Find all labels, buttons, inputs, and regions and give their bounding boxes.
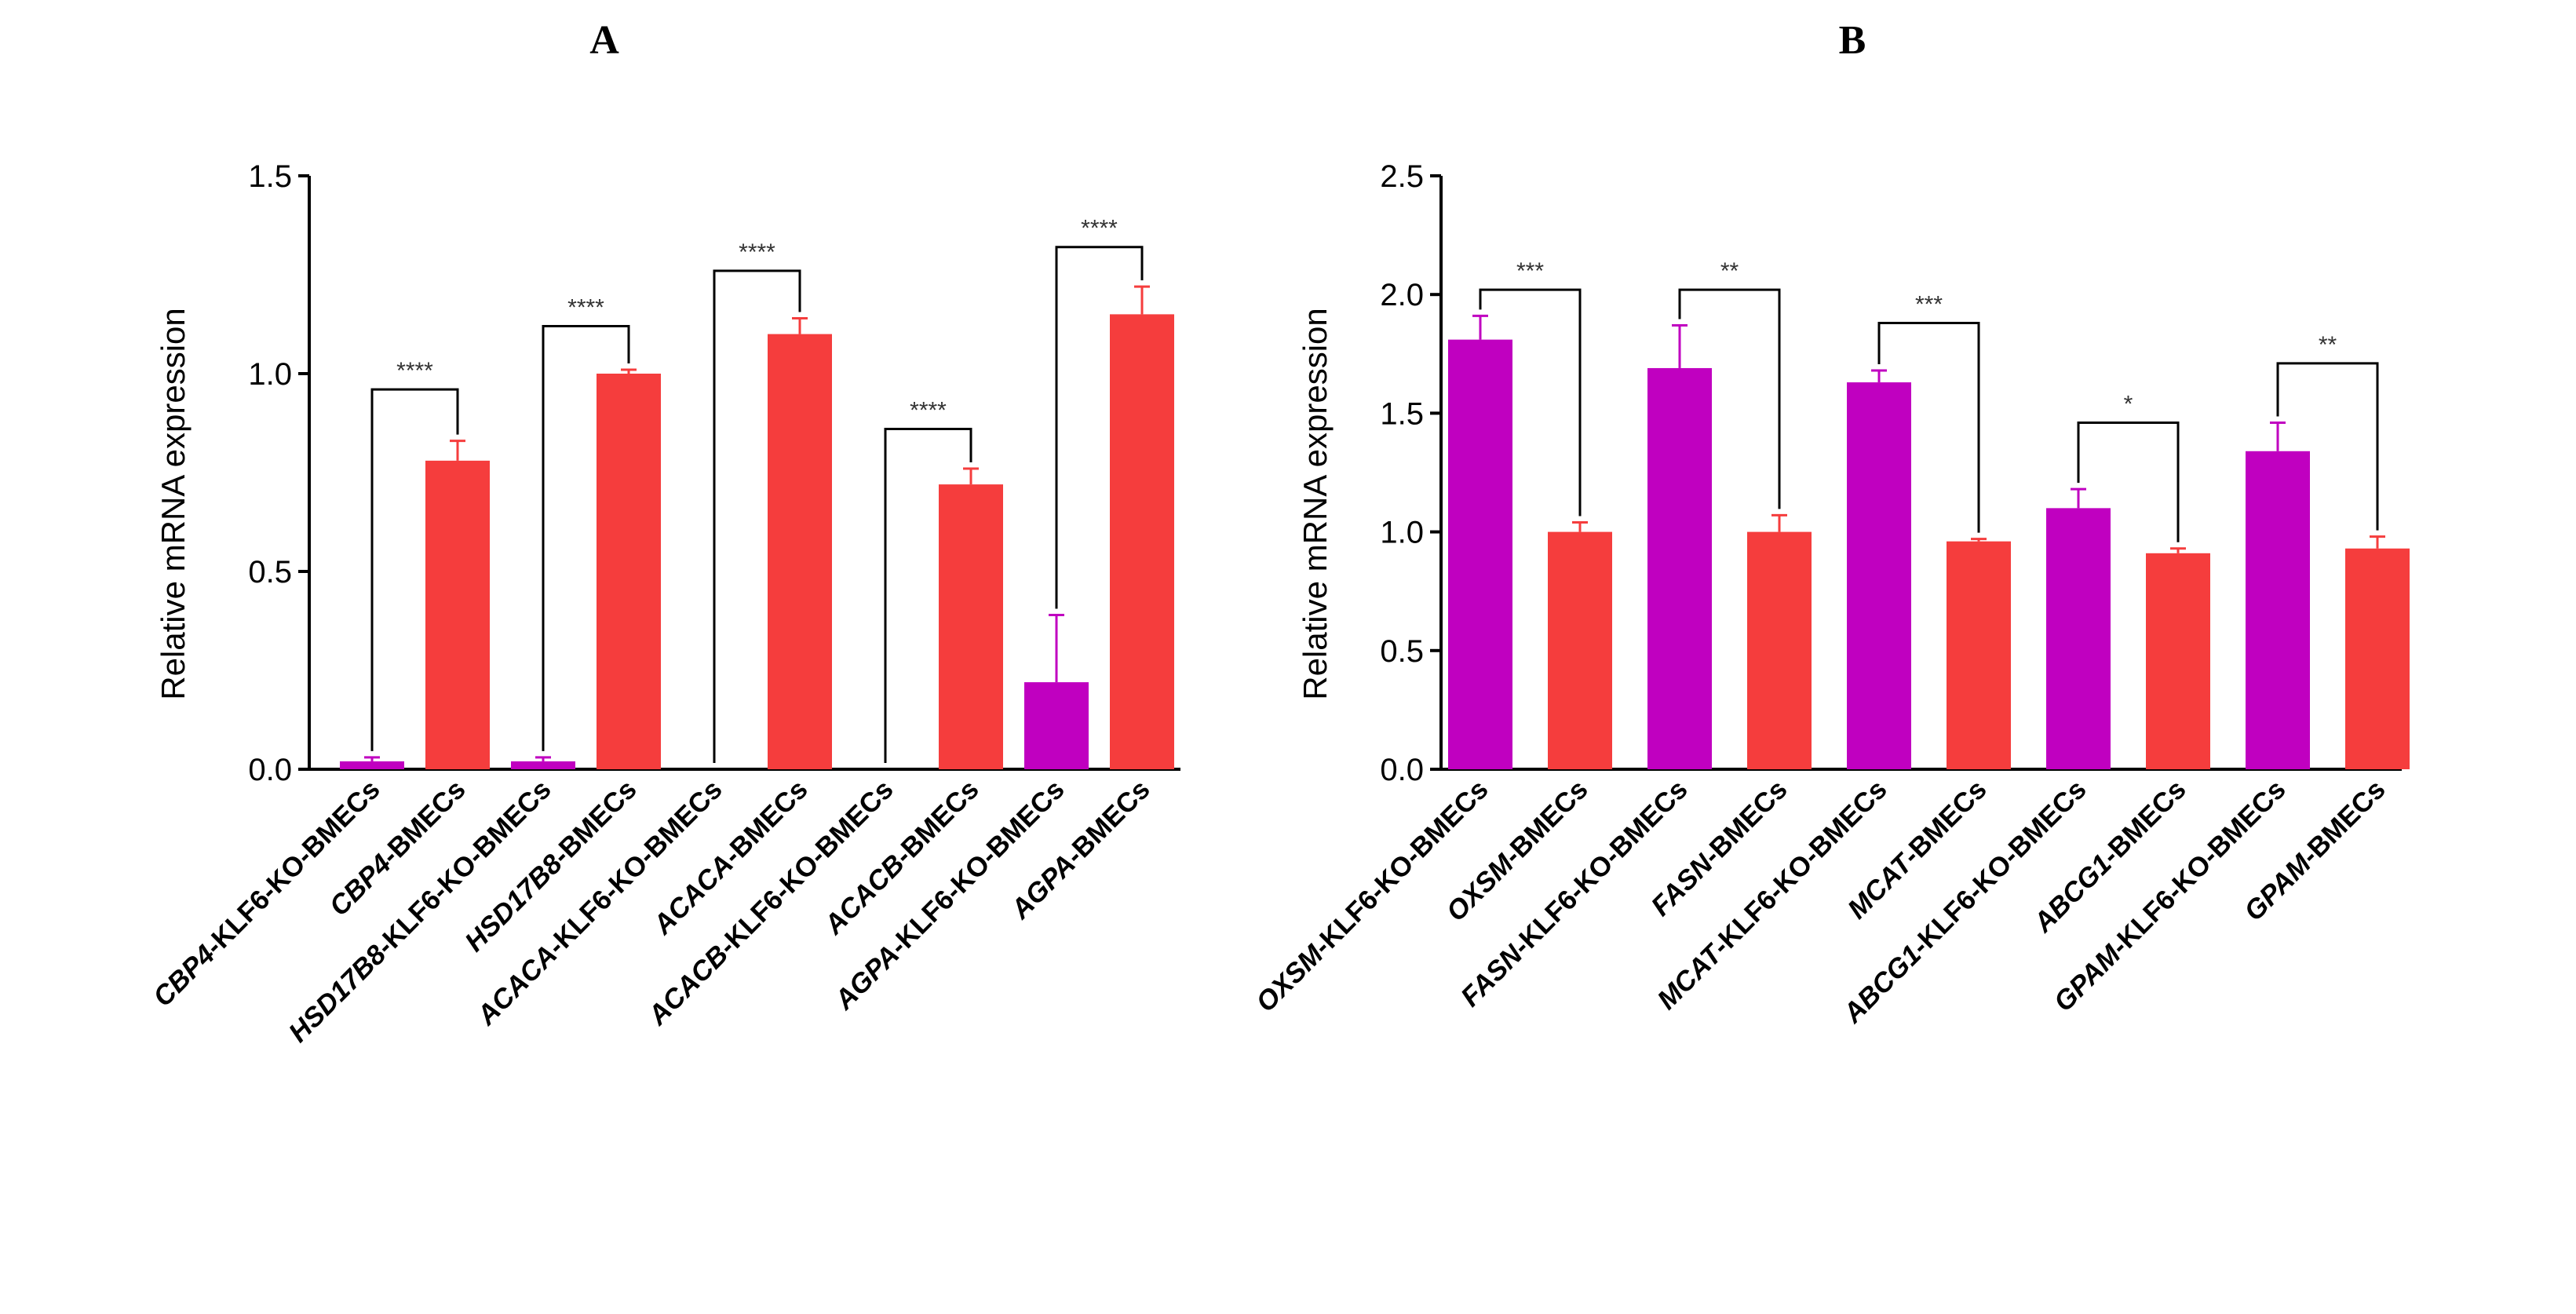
x-tick-label: ACACB-BMECs	[818, 774, 985, 941]
x-tick-label-gene: ABCG1	[1837, 939, 1927, 1029]
panel-title: B	[1839, 18, 1866, 63]
x-tick-label-gene: AGPA	[828, 939, 905, 1016]
y-tick-label: 1.5	[248, 159, 292, 194]
x-tick-label-gene: OXSM	[1440, 848, 1520, 927]
significance-bracket	[1877, 321, 1980, 533]
x-tick-label-gene: AGPA	[1005, 849, 1082, 925]
bar	[1847, 382, 1911, 769]
panel-b-chart: B Relative mRNA expression 0.0 0.5 1.0 1.5 2.0…	[1250, 18, 2410, 1029]
x-tick-label-suffix: -BMECs	[2096, 774, 2191, 870]
y-axis-label: Relative mRNA expression	[155, 308, 192, 700]
x-tick-label-gene: ABCG1	[2027, 849, 2118, 939]
bar	[340, 761, 404, 769]
x-tick-label-suffix: -KLF6-KO-BMECs	[1706, 774, 1893, 961]
x-tick-label-suffix: -BMECs	[1896, 774, 1992, 870]
significance-bracket	[884, 428, 972, 763]
significance-bracket	[2276, 362, 2379, 531]
significance-bracket	[713, 269, 801, 763]
bar	[2345, 548, 2410, 769]
x-tick-label: ACACA-BMECs	[647, 774, 814, 941]
bar	[511, 761, 575, 769]
y-tick-label: 0.0	[248, 753, 292, 787]
significance-label: ****	[1081, 216, 1118, 242]
x-tick-label-suffix: -KLF6-KO-BMECs	[1906, 774, 2093, 961]
significance-bracket	[370, 388, 459, 751]
significance-label: *	[2124, 391, 2133, 417]
significance-label: ***	[1516, 258, 1544, 284]
significance-label: ****	[739, 239, 775, 265]
y-tick-label: 2.5	[1380, 159, 1424, 194]
x-tick-label-gene: HSD17B8	[283, 939, 392, 1048]
bar	[2246, 451, 2310, 769]
y-tick-label: 1.0	[1380, 516, 1424, 550]
significance-label: **	[2319, 332, 2337, 358]
significance-bracket	[2077, 421, 2180, 542]
bar	[1024, 682, 1089, 769]
bar	[1110, 314, 1174, 769]
significance-bracket	[1055, 246, 1144, 609]
significance-bracket	[542, 325, 630, 751]
significance-label: ***	[1915, 291, 1943, 317]
x-tick-label-suffix: -BMECs	[1697, 774, 1793, 870]
x-tick-label-suffix: -BMECs	[2295, 774, 2391, 870]
y-tick-label: 0.0	[1380, 753, 1424, 787]
bar	[1647, 367, 1712, 769]
x-tick-label-suffix: -BMECs	[1498, 774, 1593, 870]
bar	[1747, 531, 1812, 769]
x-tick-label-suffix: -KLF6-KO-BMECs	[2105, 774, 2292, 961]
significance-label: **	[1720, 258, 1739, 284]
significance-bracket	[1678, 288, 1781, 509]
y-tick-label: 2.0	[1380, 278, 1424, 312]
bar	[1448, 339, 1512, 769]
y-tick-label: 0.5	[248, 555, 292, 589]
y-axis-label: Relative mRNA expression	[1297, 308, 1334, 700]
bar	[597, 374, 661, 769]
bar	[425, 460, 490, 769]
bar	[2046, 508, 2111, 769]
significance-label: ****	[567, 295, 604, 321]
significance-bracket	[1479, 288, 1582, 516]
y-tick-label: 1.5	[1380, 396, 1424, 431]
panel-title: A	[589, 18, 619, 63]
x-tick-label-suffix: -KLF6-KO-BMECs	[1507, 774, 1694, 961]
x-tick-label-suffix: -KLF6-KO-BMECs	[1308, 774, 1494, 961]
x-tick-label-gene: GPAM	[2238, 848, 2318, 927]
x-tick-label-gene: OXSM	[1250, 939, 1330, 1018]
x-tick-label-gene: ACACB	[642, 939, 735, 1031]
bar	[939, 484, 1003, 769]
bar	[1548, 531, 1612, 769]
bar	[768, 334, 832, 770]
x-tick-label-gene: GPAM	[2048, 939, 2127, 1018]
y-tick-label: 0.5	[1380, 634, 1424, 669]
bar	[2146, 553, 2210, 769]
significance-label: ****	[396, 358, 433, 384]
bar	[1947, 541, 2011, 769]
significance-label: ****	[910, 398, 947, 424]
y-tick-label: 1.0	[248, 357, 292, 392]
x-tick-label-suffix: -BMECs	[1060, 774, 1155, 870]
